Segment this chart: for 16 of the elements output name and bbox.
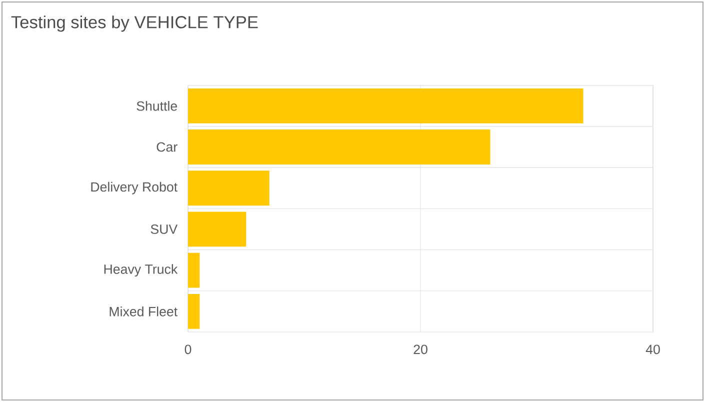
bar [188, 294, 200, 329]
bar [188, 130, 490, 164]
y-tick-label: SUV [150, 224, 178, 234]
bar [188, 88, 584, 124]
y-tick-label: Car [156, 142, 178, 152]
x-tick-label: 0 [184, 344, 192, 354]
x-tick-label: 40 [646, 344, 660, 354]
bar [188, 170, 270, 206]
bar [188, 252, 200, 288]
y-tick-label: Shuttle [136, 100, 178, 111]
bar [188, 212, 246, 247]
y-tick-label: Heavy Truck [104, 264, 178, 277]
y-tick-label: Delivery Robot [91, 182, 178, 194]
x-tick-label: 20 [414, 344, 428, 354]
y-tick-label: Mixed Fleet [110, 306, 178, 316]
chart-title: Testing sites by VEHICLE TYPE [11, 16, 258, 32]
